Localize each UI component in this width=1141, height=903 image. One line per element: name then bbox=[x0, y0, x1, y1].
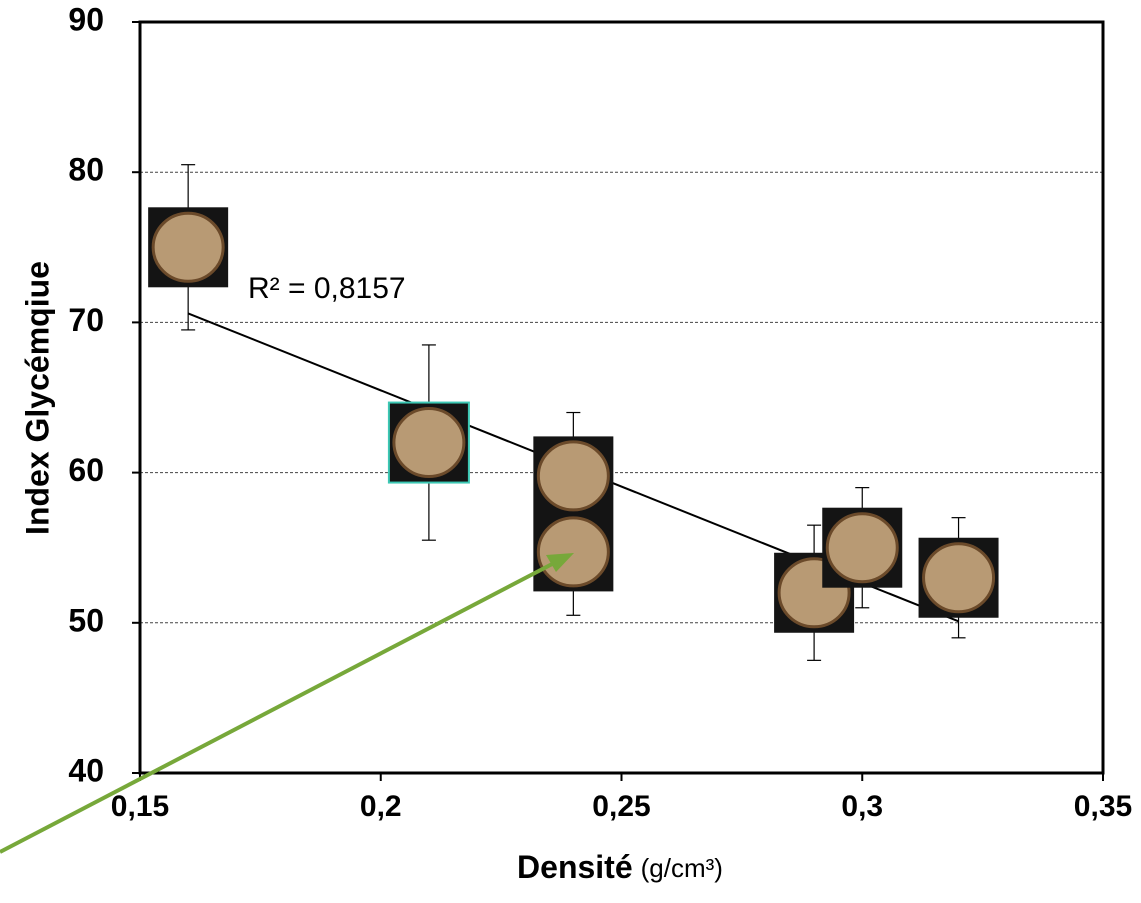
bread-slice bbox=[392, 407, 466, 479]
bread-slice bbox=[536, 516, 610, 588]
y-axis-label: Index Glycémqiue bbox=[19, 261, 55, 535]
bread-slice bbox=[536, 440, 610, 512]
y-tick-label: 80 bbox=[68, 152, 104, 188]
x-tick-label: 0,3 bbox=[841, 790, 883, 823]
x-tick-label: 0,15 bbox=[111, 790, 169, 823]
x-tick-label: 0,25 bbox=[592, 790, 650, 823]
x-label-main: Densité bbox=[517, 849, 633, 885]
plot-frame bbox=[138, 20, 1105, 775]
bread-marker bbox=[387, 401, 470, 484]
y-tick-label: 40 bbox=[68, 752, 104, 788]
x-tick-label: 0,35 bbox=[1074, 790, 1132, 823]
trendline-label: R² = 0,8157 bbox=[248, 272, 406, 305]
bread-slice bbox=[922, 542, 996, 614]
bread-marker bbox=[822, 507, 903, 588]
plot: 40 50 60 70 80 90 0,15 0,2 0,25 0,3 0,35 R² = 0,815… bbox=[68, 1, 1132, 822]
bread-marker bbox=[148, 207, 229, 288]
arrow-head bbox=[546, 553, 574, 572]
bread-slice bbox=[151, 211, 225, 283]
bread-slice bbox=[825, 512, 899, 584]
y-tick-label: 90 bbox=[68, 1, 104, 37]
bread-marker bbox=[918, 537, 999, 618]
x-axis-label: Densité (g/cm³) bbox=[517, 849, 723, 885]
y-tick-label: 50 bbox=[68, 602, 104, 638]
x-tick-label: 0,2 bbox=[360, 790, 402, 823]
y-tick-label: 70 bbox=[68, 302, 104, 338]
y-tick-label: 60 bbox=[68, 452, 104, 488]
arrow-shaft bbox=[0, 560, 557, 854]
x-label-unit: (g/cm³) bbox=[641, 853, 723, 883]
